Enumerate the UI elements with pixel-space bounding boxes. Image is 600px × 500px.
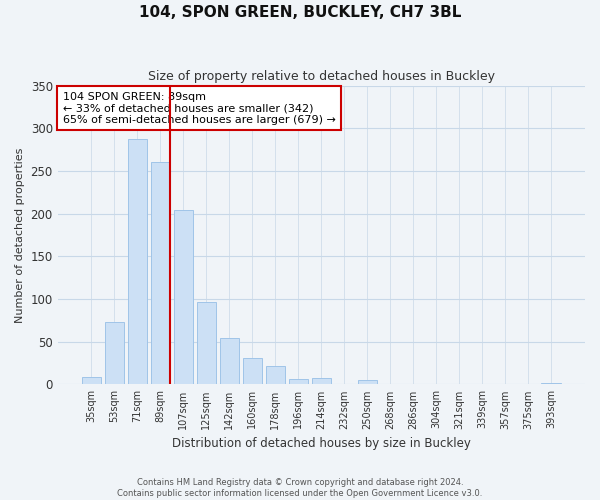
Bar bbox=[358, 380, 377, 384]
Bar bbox=[311, 378, 331, 384]
Bar bbox=[197, 302, 216, 384]
Title: Size of property relative to detached houses in Buckley: Size of property relative to detached ho… bbox=[148, 70, 495, 83]
Text: Contains HM Land Registry data © Crown copyright and database right 2024.
Contai: Contains HM Land Registry data © Crown c… bbox=[118, 478, 482, 498]
Bar bbox=[151, 162, 170, 384]
Bar bbox=[173, 210, 193, 384]
Bar bbox=[104, 322, 124, 384]
Bar bbox=[541, 382, 561, 384]
Text: 104, SPON GREEN, BUCKLEY, CH7 3BL: 104, SPON GREEN, BUCKLEY, CH7 3BL bbox=[139, 5, 461, 20]
Bar bbox=[289, 380, 308, 384]
Text: 104 SPON GREEN: 89sqm
← 33% of detached houses are smaller (342)
65% of semi-det: 104 SPON GREEN: 89sqm ← 33% of detached … bbox=[63, 92, 336, 124]
Y-axis label: Number of detached properties: Number of detached properties bbox=[15, 148, 25, 322]
Bar bbox=[220, 338, 239, 384]
Bar bbox=[128, 140, 147, 384]
Bar bbox=[82, 376, 101, 384]
X-axis label: Distribution of detached houses by size in Buckley: Distribution of detached houses by size … bbox=[172, 437, 471, 450]
Bar bbox=[242, 358, 262, 384]
Bar bbox=[266, 366, 285, 384]
